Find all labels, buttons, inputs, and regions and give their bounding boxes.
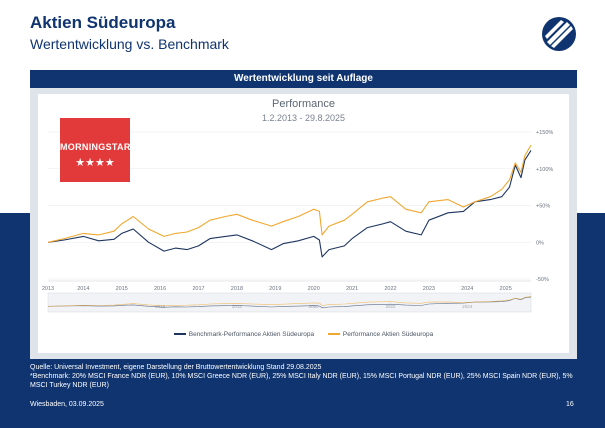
footnote-source: Quelle: Universal Investment, eigene Dar…: [30, 364, 322, 371]
performance-chart: +150% +100% +50% 0% -50% 2013 2014 2015 2016 2017…: [42, 130, 553, 313]
footnote: Quelle: Universal Investment, eigene Dar…: [30, 363, 582, 390]
morningstar-rating-badge: MORNINGSTAR ★★★★: [60, 118, 130, 182]
x-tick-label-2025: 2025: [500, 286, 512, 292]
x-tick-label-2023: 2023: [423, 286, 435, 292]
x-tick-label-2019: 2019: [269, 286, 281, 292]
performance-panel: Wertentwicklung seit Auflage +150% +100% +…: [30, 70, 577, 359]
footer-place-date: Wiesbaden, 03.09.2025: [30, 401, 104, 408]
navigator-series-line-1: [47, 296, 532, 307]
x-tick-label-2014: 2014: [77, 286, 89, 292]
x-tick-label-2024: 2024: [461, 286, 473, 292]
footnote-benchmark: *Benchmark: 20% MSCI France NDR (EUR), 1…: [30, 373, 573, 389]
chart-date-range: 1.2.2013 - 29.8.2025: [261, 113, 346, 123]
x-tick-label-2018: 2018: [231, 286, 243, 292]
y-tick-label-3: 0%: [536, 240, 544, 246]
morningstar-stars: ★★★★: [75, 157, 115, 169]
navigator-tick-label-2016: 2016: [155, 304, 166, 309]
x-tick-label-2013: 2013: [42, 286, 54, 292]
series-line-1: [47, 144, 532, 243]
y-tick-label-1: +100%: [536, 167, 553, 173]
y-tick-label-2: +50%: [536, 204, 550, 210]
x-tick-label-2021: 2021: [346, 286, 358, 292]
morningstar-label: MORNINGSTAR: [60, 142, 131, 152]
chart-legend: Benchmark-Performance Aktien Südeuropa P…: [38, 331, 569, 338]
navigator-tick-label-2018: 2018: [232, 304, 243, 309]
slide-subtitle: Wertentwicklung vs. Benchmark: [30, 36, 229, 52]
legend-label-benchmark: Benchmark-Performance Aktien Südeuropa: [188, 331, 315, 338]
navigator-tick-label-2024: 2024: [462, 304, 473, 309]
y-tick-label-4: -50%: [536, 277, 549, 283]
company-logo-icon: [542, 17, 576, 51]
x-tick-label-2016: 2016: [154, 286, 166, 292]
legend-label-fund: Performance Aktien Südeuropa: [342, 331, 434, 338]
legend-swatch-fund: [327, 333, 340, 336]
chart-container: +150% +100% +50% 0% -50% 2013 2014 2015 2016 2017…: [38, 94, 569, 353]
x-tick-label-2020: 2020: [308, 286, 320, 292]
y-tick-label-0: +150%: [536, 130, 553, 136]
legend-item-benchmark: Benchmark-Performance Aktien Südeuropa: [173, 331, 315, 338]
x-tick-label-2022: 2022: [384, 286, 396, 292]
panel-title: Wertentwicklung seit Auflage: [30, 70, 577, 88]
x-tick-label-2017: 2017: [192, 286, 204, 292]
legend-item-fund: Performance Aktien Südeuropa: [327, 331, 434, 338]
legend-swatch-benchmark: [173, 333, 186, 336]
x-tick-label-2015: 2015: [116, 286, 128, 292]
page-number: 16: [566, 401, 574, 408]
slide-title: Aktien Südeuropa: [30, 13, 176, 32]
navigator-tick-label-2020: 2020: [309, 304, 320, 309]
navigator-tick-label-2022: 2022: [385, 304, 396, 309]
chart-title: Performance: [272, 98, 335, 110]
series-line-0: [47, 150, 532, 258]
